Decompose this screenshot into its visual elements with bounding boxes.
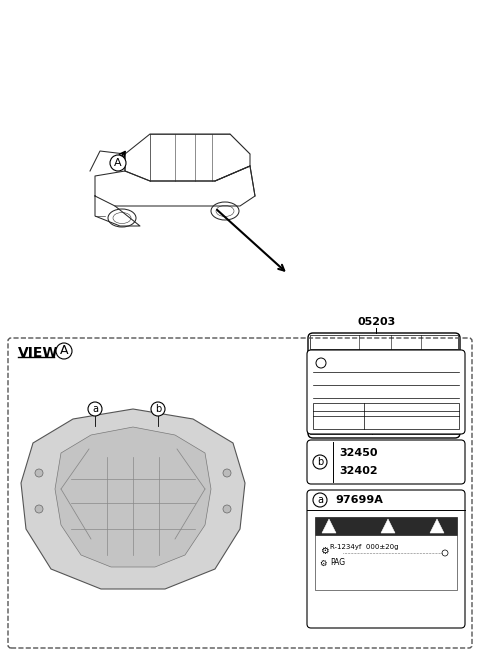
Circle shape [151, 402, 165, 416]
Circle shape [223, 505, 231, 513]
Polygon shape [55, 427, 211, 567]
Circle shape [56, 343, 72, 359]
Bar [87, 426, 103, 436]
Polygon shape [381, 519, 395, 533]
Text: PAG: PAG [330, 558, 345, 567]
Circle shape [223, 469, 231, 477]
Bar [310, 413, 372, 434]
Bar [372, 371, 458, 392]
FancyBboxPatch shape [308, 333, 460, 438]
FancyBboxPatch shape [307, 440, 465, 484]
Text: 32450: 32450 [339, 448, 377, 458]
Bar [310, 392, 372, 413]
Text: A: A [60, 344, 68, 358]
Bar [372, 392, 458, 413]
Circle shape [88, 402, 102, 416]
Text: 05203: 05203 [357, 317, 396, 327]
Bar [310, 335, 458, 349]
FancyBboxPatch shape [307, 490, 465, 628]
Text: VIEW: VIEW [18, 346, 59, 360]
Text: 32402: 32402 [339, 466, 378, 476]
Text: b: b [317, 457, 323, 467]
Polygon shape [430, 519, 444, 533]
Circle shape [313, 455, 327, 469]
Bar [310, 352, 458, 366]
Bar [310, 371, 372, 392]
Bar [313, 403, 459, 429]
Text: b: b [155, 404, 161, 414]
Text: 97699A: 97699A [335, 495, 383, 505]
Circle shape [313, 493, 327, 507]
Text: a: a [92, 404, 98, 414]
Bar [315, 535, 457, 590]
Bar [372, 413, 458, 434]
Text: ⚙: ⚙ [319, 559, 326, 568]
Polygon shape [322, 519, 336, 533]
Text: R-1234yf  000±20g: R-1234yf 000±20g [330, 544, 398, 550]
Text: A: A [114, 158, 122, 168]
Circle shape [110, 155, 126, 171]
Text: ⚙: ⚙ [320, 546, 329, 556]
Bar [315, 517, 457, 535]
FancyBboxPatch shape [307, 350, 465, 434]
Bar [150, 426, 166, 436]
Text: a: a [317, 495, 323, 505]
Polygon shape [21, 409, 245, 589]
Circle shape [35, 505, 43, 513]
Circle shape [35, 469, 43, 477]
